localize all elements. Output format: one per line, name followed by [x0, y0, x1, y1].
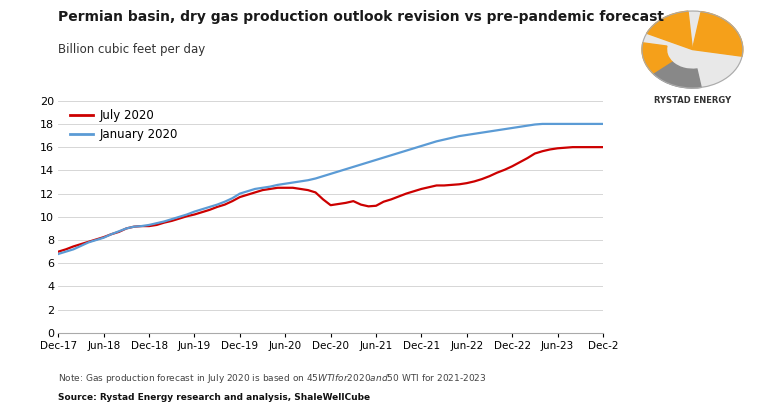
Wedge shape [642, 43, 672, 74]
Text: Billion cubic feet per day: Billion cubic feet per day [58, 43, 205, 56]
Circle shape [642, 11, 743, 88]
Wedge shape [692, 12, 743, 56]
Text: Source: Rystad Energy research and analysis, ShaleWellCube: Source: Rystad Energy research and analy… [58, 393, 370, 402]
Wedge shape [647, 11, 692, 50]
Text: RYSTAD ENERGY: RYSTAD ENERGY [654, 96, 731, 105]
Text: Note: Gas production forecast in July 2020 is based on $45 WTI for 2020 and $50 : Note: Gas production forecast in July 20… [58, 372, 487, 385]
Legend: July 2020, January 2020: July 2020, January 2020 [70, 109, 177, 141]
Wedge shape [654, 62, 701, 88]
Text: Permian basin, dry gas production outlook revision vs pre-pandemic forecast: Permian basin, dry gas production outloo… [58, 10, 664, 24]
